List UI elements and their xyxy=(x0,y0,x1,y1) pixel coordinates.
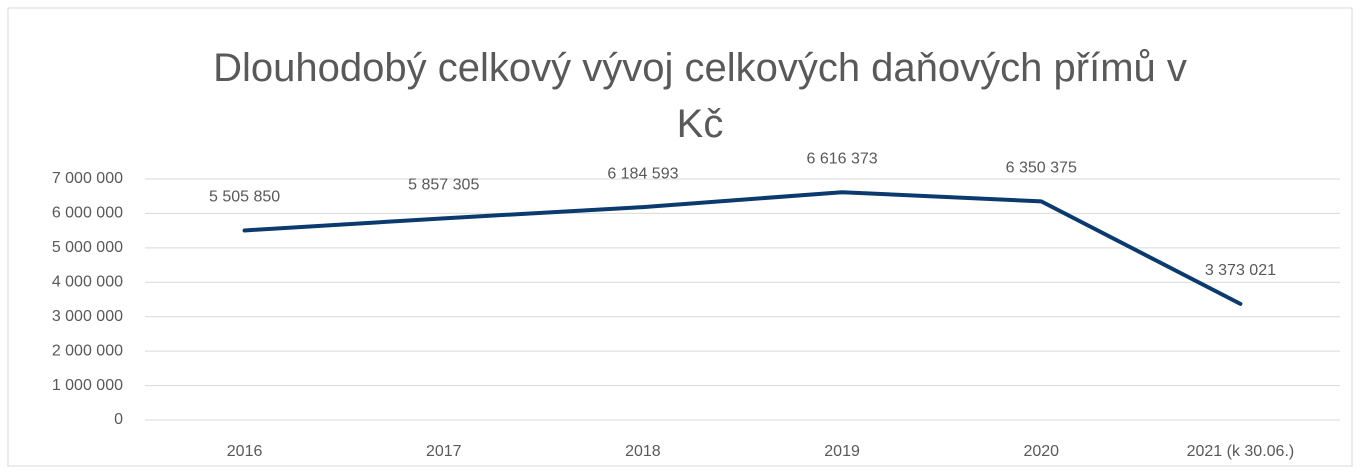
data-label: 3 373 021 xyxy=(1205,262,1276,279)
y-tick-label: 7 000 000 xyxy=(52,170,123,187)
y-tick-label: 5 000 000 xyxy=(52,239,123,256)
x-tick-label: 2020 xyxy=(1023,443,1059,460)
data-label: 6 184 593 xyxy=(607,165,678,182)
x-tick-label: 2016 xyxy=(227,443,263,460)
data-label: 5 857 305 xyxy=(408,177,479,194)
chart-title: Dlouhodobý celkový vývoj celkových daňov… xyxy=(213,46,1187,146)
chart-border xyxy=(7,7,1353,467)
y-tick-label: 3 000 000 xyxy=(52,308,123,325)
x-tick-label: 2021 (k 30.06.) xyxy=(1187,443,1295,460)
data-label: 6 350 375 xyxy=(1006,160,1077,177)
x-tick-label: 2018 xyxy=(625,443,661,460)
x-tick-label: 2019 xyxy=(824,443,860,460)
x-tick-label: 2017 xyxy=(426,443,462,460)
y-tick-label: 2 000 000 xyxy=(52,342,123,359)
y-tick-label: 1 000 000 xyxy=(52,377,123,394)
data-line xyxy=(242,190,1243,306)
y-tick-label: 0 xyxy=(114,411,123,428)
data-label: 5 505 850 xyxy=(209,189,280,206)
data-label: 6 616 373 xyxy=(806,150,877,167)
y-tick-label: 6 000 000 xyxy=(52,205,123,222)
y-tick-label: 4 000 000 xyxy=(52,274,123,291)
